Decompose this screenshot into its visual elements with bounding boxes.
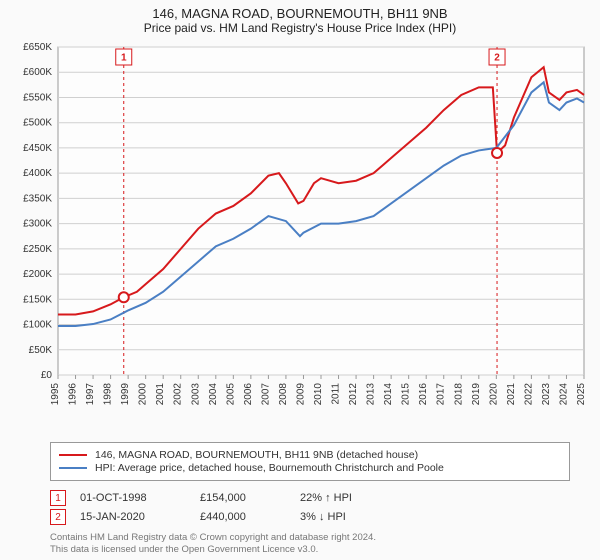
svg-text:2002: 2002	[173, 383, 184, 406]
svg-text:£200K: £200K	[23, 269, 52, 280]
svg-text:2014: 2014	[383, 383, 394, 406]
svg-text:2007: 2007	[260, 383, 271, 406]
svg-text:£400K: £400K	[23, 168, 52, 179]
event-diff: 22% ↑ HPI	[300, 492, 420, 504]
svg-text:1999: 1999	[120, 383, 131, 406]
svg-text:2005: 2005	[225, 383, 236, 406]
svg-text:2025: 2025	[576, 383, 587, 406]
svg-text:2011: 2011	[331, 383, 342, 405]
svg-text:£0: £0	[41, 370, 53, 381]
legend-item: 146, MAGNA ROAD, BOURNEMOUTH, BH11 9NB (…	[59, 449, 561, 461]
svg-text:£250K: £250K	[23, 244, 52, 255]
svg-text:2001: 2001	[155, 383, 166, 406]
page-title: 146, MAGNA ROAD, BOURNEMOUTH, BH11 9NB	[6, 6, 594, 21]
svg-text:2017: 2017	[436, 383, 447, 406]
event-diff: 3% ↓ HPI	[300, 511, 420, 523]
event-row: 2 15-JAN-2020£440,0003% ↓ HPI	[50, 509, 570, 525]
svg-text:£50K: £50K	[29, 345, 53, 356]
legend: 146, MAGNA ROAD, BOURNEMOUTH, BH11 9NB (…	[50, 442, 570, 481]
svg-text:£450K: £450K	[23, 143, 52, 154]
event-price: £154,000	[200, 492, 300, 504]
legend-swatch	[59, 454, 87, 456]
event-marker: 1	[50, 490, 66, 506]
svg-text:2022: 2022	[523, 383, 534, 406]
legend-label: 146, MAGNA ROAD, BOURNEMOUTH, BH11 9NB (…	[95, 449, 418, 461]
legend-swatch	[59, 467, 87, 469]
svg-text:1997: 1997	[85, 383, 96, 406]
legend-label: HPI: Average price, detached house, Bour…	[95, 462, 444, 474]
legend-item: HPI: Average price, detached house, Bour…	[59, 462, 561, 474]
svg-text:£600K: £600K	[23, 67, 52, 78]
svg-text:2008: 2008	[278, 383, 289, 406]
event-price: £440,000	[200, 511, 300, 523]
event-date: 01-OCT-1998	[80, 492, 200, 504]
svg-text:2021: 2021	[506, 383, 517, 406]
svg-text:£350K: £350K	[23, 193, 52, 204]
price-chart: £0 £50K £100K £150K £200K £250K £300K £350K £400…	[6, 41, 594, 436]
svg-text:2018: 2018	[453, 383, 464, 406]
svg-text:2023: 2023	[541, 383, 552, 406]
event-marker: 2	[50, 509, 66, 525]
svg-text:2009: 2009	[295, 383, 306, 406]
svg-text:2016: 2016	[418, 383, 429, 406]
footer-line1: Contains HM Land Registry data © Crown c…	[50, 532, 570, 544]
events-table: 1 01-OCT-1998£154,00022% ↑ HPI 2 15-JAN-202…	[50, 487, 570, 528]
svg-text:2006: 2006	[243, 383, 254, 406]
svg-text:£300K: £300K	[23, 219, 52, 230]
svg-text:2: 2	[494, 53, 500, 64]
event-date: 15-JAN-2020	[80, 511, 200, 523]
svg-text:2024: 2024	[558, 383, 569, 406]
footer-attribution: Contains HM Land Registry data © Crown c…	[50, 532, 570, 556]
svg-text:2004: 2004	[208, 383, 219, 406]
svg-text:£100K: £100K	[23, 320, 52, 331]
svg-text:£500K: £500K	[23, 118, 52, 129]
svg-text:£550K: £550K	[23, 92, 52, 103]
svg-text:£650K: £650K	[23, 42, 52, 53]
page-subtitle: Price paid vs. HM Land Registry's House …	[6, 21, 594, 35]
svg-text:2003: 2003	[190, 383, 201, 406]
svg-text:2013: 2013	[366, 383, 377, 406]
svg-text:1: 1	[121, 53, 127, 64]
svg-text:2015: 2015	[401, 383, 412, 406]
event-row: 1 01-OCT-1998£154,00022% ↑ HPI	[50, 490, 570, 506]
svg-text:£150K: £150K	[23, 294, 52, 305]
svg-text:1998: 1998	[103, 383, 114, 406]
footer-line2: This data is licensed under the Open Gov…	[50, 544, 570, 556]
svg-text:2010: 2010	[313, 383, 324, 406]
svg-text:2020: 2020	[488, 383, 499, 406]
svg-text:2019: 2019	[471, 383, 482, 406]
svg-text:2012: 2012	[348, 383, 359, 406]
svg-text:2000: 2000	[138, 383, 149, 406]
svg-text:1995: 1995	[50, 383, 61, 406]
svg-text:1996: 1996	[68, 383, 79, 406]
